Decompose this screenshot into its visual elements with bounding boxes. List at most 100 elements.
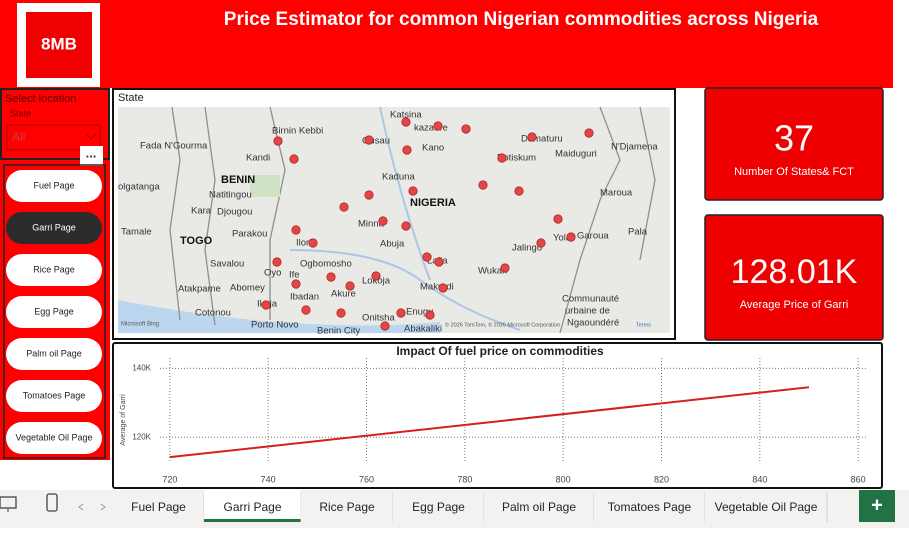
dropdown-value[interactable]: All [12,130,25,144]
map-point[interactable] [401,117,411,127]
map-terms[interactable]: Terms [636,322,651,328]
nav-button[interactable] [6,296,102,328]
map-point[interactable] [500,263,510,273]
x-tick-label: 760 [359,474,374,484]
y-axis-label: Average of Garri [120,394,127,446]
map-point[interactable] [584,128,594,138]
page-tab[interactable] [594,490,705,522]
add-page-icon[interactable]: + [871,494,883,516]
gulf-water [118,300,440,333]
map-point[interactable] [291,279,301,289]
nav-button-label[interactable]: Palm oil Page [26,348,82,358]
nav-button[interactable] [6,338,102,370]
map-point[interactable] [371,271,381,281]
map-point[interactable] [434,257,444,267]
map-label: Jalingo [512,243,542,254]
nav-button[interactable] [6,422,102,454]
map-label: Cotonou [195,308,231,319]
x-tick-label: 820 [654,474,669,484]
map-point[interactable] [380,321,390,331]
map-point[interactable] [261,300,271,310]
map-point[interactable] [378,216,388,226]
page-tab[interactable] [113,490,204,522]
map-point[interactable] [402,145,412,155]
mobile-icon[interactable] [46,493,58,512]
nav-button-label[interactable]: Garri Page [32,222,76,232]
map-label: Potiskum [497,153,536,164]
map-label: Makurdi [420,282,454,293]
nav-button-label[interactable]: Vegetable Oil Page [15,432,92,442]
page-tab[interactable] [705,490,827,522]
map-label: Natitingou [209,190,252,201]
page-tab[interactable] [301,490,393,522]
page-tab[interactable] [393,490,484,522]
dropdown[interactable] [6,124,101,151]
map-label: Porto Novo [251,320,299,331]
page-tab-label[interactable]: Palm oil Page [502,500,576,514]
nav-button[interactable] [6,254,102,286]
map-point[interactable] [289,154,299,164]
x-tick-label: 740 [261,474,276,484]
map-point[interactable] [364,190,374,200]
map-label: Ogbomosho [300,259,352,270]
more-button[interactable] [80,146,103,166]
page-tab-label[interactable]: Rice Page [319,500,375,514]
map-point[interactable] [339,202,349,212]
card-label: Average Price of Garri [740,299,849,311]
map-point[interactable] [497,153,507,163]
map-point[interactable] [425,310,435,320]
page-tab-label[interactable]: Fuel Page [131,500,186,514]
map-point[interactable] [396,308,406,318]
tab-scroll-arrows[interactable] [78,503,106,511]
map-attribution: © 2026 TomTom, © 2026 Microsoft Corporat… [445,321,560,328]
nav-button-label[interactable]: Fuel Page [33,180,74,190]
map-point[interactable] [527,132,537,142]
borders [169,106,656,334]
map-label: Savalou [210,259,244,270]
map-point[interactable] [438,283,448,293]
map-point[interactable] [401,221,411,231]
y-tick-label: 140K [132,363,151,372]
more-icon[interactable]: ... [86,145,97,160]
map-point[interactable] [272,257,282,267]
map-point[interactable] [336,308,346,318]
map-point[interactable] [478,180,488,190]
map-point[interactable] [422,252,432,262]
map-point[interactable] [364,135,374,145]
page-tab-label[interactable]: Egg Page [412,500,465,514]
map-label: Ilorin [296,238,317,249]
map-point[interactable] [514,186,524,196]
map-point[interactable] [461,124,471,134]
map-point[interactable] [308,238,318,248]
nav-button[interactable] [6,170,102,202]
map-point[interactable] [433,121,443,131]
x-tick-label: 800 [556,474,571,484]
map-point[interactable] [301,305,311,315]
nav-button-label[interactable]: Tomatoes Page [23,390,86,400]
page-tabs: Fuel Page Garri Page Rice Page Egg Page Palm… [113,490,828,522]
page-title: Price Estimator for common Nigerian comm… [224,9,819,30]
map-point[interactable] [566,232,576,242]
map-point[interactable] [291,225,301,235]
map-label: Maroua [600,188,633,199]
map-point[interactable] [553,214,563,224]
page-tab[interactable] [204,490,301,522]
nav-button-label[interactable]: Rice Page [33,264,75,274]
page-tab[interactable] [484,490,594,522]
nav-button[interactable] [6,380,102,412]
nav-button[interactable] [6,212,102,244]
page-tab-label[interactable]: Vegetable Oil Page [715,500,818,514]
map-point[interactable] [408,186,418,196]
map-point[interactable] [326,272,336,282]
add-page-button[interactable] [859,490,895,522]
map-label: Tamale [121,227,152,238]
nav-button-label[interactable]: Egg Page [34,306,74,316]
map-point[interactable] [345,281,355,291]
map-label: Garoua [577,231,609,242]
map-point[interactable] [536,238,546,248]
map-label: Abuja [380,239,405,250]
map-point[interactable] [273,136,283,146]
page-tab-label[interactable]: Tomatoes Page [608,500,692,514]
page-tab-label[interactable]: Garri Page [223,500,281,514]
